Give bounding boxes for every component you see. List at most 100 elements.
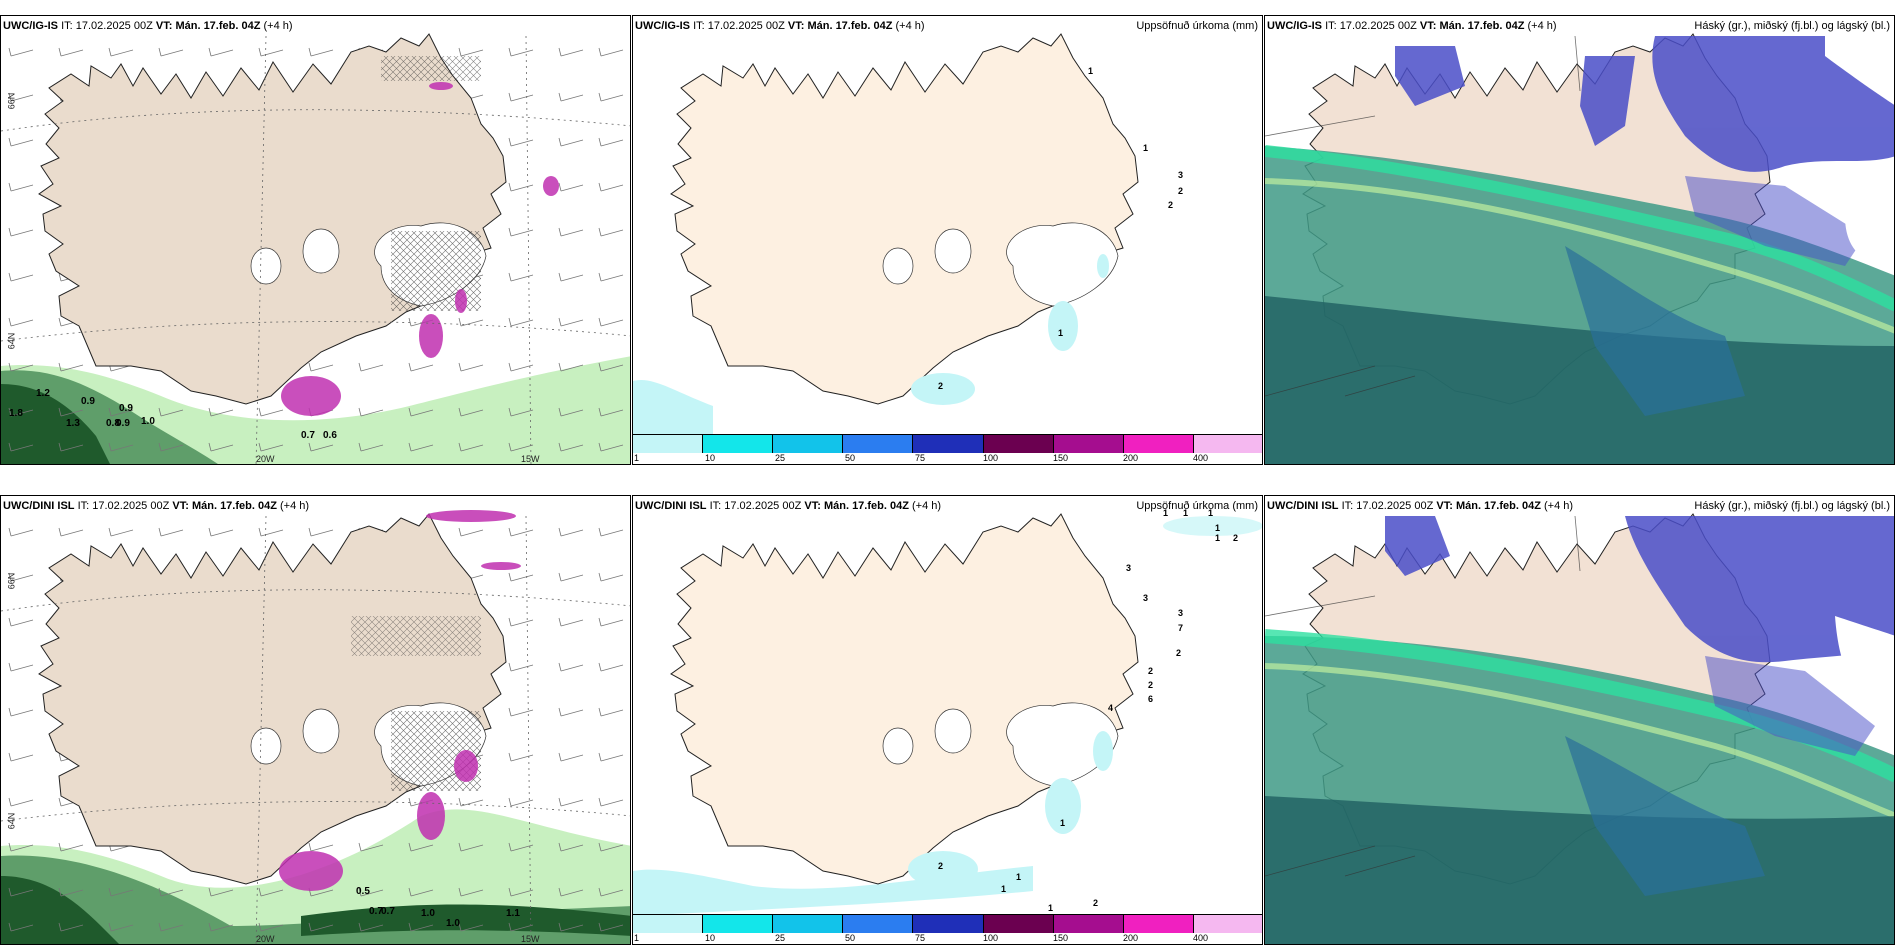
panel-title: Háský (gr.), miðský (fj.bl.) og lágský (… bbox=[1694, 500, 1890, 512]
svg-text:1: 1 bbox=[1163, 508, 1168, 518]
colorbar-tick: 200 bbox=[1123, 453, 1139, 463]
colorbar-swatch bbox=[1193, 915, 1262, 933]
colorbar-swatch bbox=[703, 915, 774, 933]
svg-text:0.7: 0.7 bbox=[301, 430, 315, 441]
colorbar-swatch bbox=[1123, 915, 1194, 933]
svg-text:0.7: 0.7 bbox=[381, 906, 395, 917]
svg-text:1: 1 bbox=[1215, 523, 1220, 533]
svg-text:3: 3 bbox=[1178, 608, 1183, 618]
svg-text:2: 2 bbox=[1178, 186, 1183, 196]
wind-precip-map: 0.5 0.7 0.7 1.0 1.0 1.1 bbox=[1, 496, 630, 944]
colorbar-swatch bbox=[773, 915, 844, 933]
svg-text:2: 2 bbox=[938, 861, 943, 871]
wind-precip-panel-dini: 0.5 0.7 0.7 1.0 1.0 1.1 UWC/DINI ISL IT:… bbox=[0, 495, 631, 945]
lon-label: 20W bbox=[256, 454, 275, 464]
wind-precip-panel-igis: 1.2 0.9 0.9 1.8 1.3 0.8 0.9 1.0 0.7 0.6 … bbox=[0, 15, 631, 465]
svg-text:1: 1 bbox=[1060, 818, 1065, 828]
accum-precip-panel-dini: 1 1 1 1 1 2 3 3 3 7 2 2 2 6 4 1 2 1 1 1 … bbox=[632, 495, 1263, 945]
svg-text:0.8: 0.8 bbox=[106, 418, 120, 429]
svg-text:1: 1 bbox=[1183, 508, 1188, 518]
svg-text:1.3: 1.3 bbox=[66, 418, 80, 429]
colorbar-swatch bbox=[913, 435, 984, 453]
accum-precip-map: 1 1 3 2 2 1 2 bbox=[633, 16, 1262, 436]
panel-header: UWC/IG-IS IT: 17.02.2025 00Z VT: Mán. 17… bbox=[635, 20, 925, 32]
svg-text:0.9: 0.9 bbox=[116, 418, 130, 429]
svg-text:2: 2 bbox=[1176, 648, 1181, 658]
svg-text:1: 1 bbox=[1143, 143, 1148, 153]
svg-text:2: 2 bbox=[1093, 898, 1098, 908]
panel-header: UWC/IG-IS IT: 17.02.2025 00Z VT: Mán. 17… bbox=[3, 20, 293, 32]
svg-text:0.9: 0.9 bbox=[119, 403, 133, 414]
panel-header: UWC/DINI ISL IT: 17.02.2025 00Z VT: Mán.… bbox=[3, 500, 310, 512]
colorbar-swatch bbox=[1193, 435, 1262, 453]
svg-text:7: 7 bbox=[1178, 623, 1183, 633]
colorbar-tick: 50 bbox=[845, 933, 856, 943]
panel-title: Uppsöfnuð úrkoma (mm) bbox=[1136, 20, 1258, 32]
lat-label: 66N bbox=[6, 92, 17, 110]
colorbar: 1 10 25 50 75 100 150 200 400 bbox=[633, 914, 1262, 944]
lat-label: 66N bbox=[6, 572, 17, 590]
colorbar-tick: 25 bbox=[775, 933, 786, 943]
colorbar-tick: 400 bbox=[1193, 453, 1209, 463]
svg-text:1: 1 bbox=[1208, 508, 1213, 518]
colorbar-swatch bbox=[773, 435, 844, 453]
svg-text:3: 3 bbox=[1143, 593, 1148, 603]
heavy-precip bbox=[281, 82, 559, 416]
cloud-cover-map bbox=[1265, 496, 1894, 944]
lon-label: 15W bbox=[521, 454, 540, 464]
wind-precip-map: 1.2 0.9 0.9 1.8 1.3 0.8 0.9 1.0 0.7 0.6 bbox=[1, 16, 630, 464]
colorbar-tick: 200 bbox=[1123, 933, 1139, 943]
colorbar-tick: 100 bbox=[983, 933, 999, 943]
svg-text:0.7: 0.7 bbox=[369, 906, 383, 917]
colorbar-swatch bbox=[983, 915, 1054, 933]
colorbar: 1 10 25 50 75 100 150 200 400 bbox=[633, 434, 1262, 464]
svg-text:2: 2 bbox=[938, 381, 943, 391]
colorbar-tick: 1 bbox=[634, 453, 640, 463]
accum-labels: 1 1 3 2 2 1 2 bbox=[938, 66, 1183, 391]
panel-header: UWC/DINI ISL IT: 17.02.2025 00Z VT: Mán.… bbox=[1267, 500, 1574, 512]
colorbar-tick: 100 bbox=[983, 453, 999, 463]
svg-text:1.8: 1.8 bbox=[9, 408, 23, 419]
panel-title: Háský (gr.), miðský (fj.bl.) og lágský (… bbox=[1694, 20, 1890, 32]
colorbar-swatch bbox=[633, 915, 704, 933]
colorbar-tick: 25 bbox=[775, 453, 786, 463]
svg-text:1.2: 1.2 bbox=[36, 388, 50, 399]
svg-text:2: 2 bbox=[1148, 680, 1153, 690]
cloud-cover-panel-dini: UWC/DINI ISL IT: 17.02.2025 00Z VT: Mán.… bbox=[1264, 495, 1895, 945]
colorbar-tick: 75 bbox=[915, 933, 926, 943]
colorbar-swatch bbox=[1123, 435, 1194, 453]
svg-text:0.9: 0.9 bbox=[81, 396, 95, 407]
colorbar-tick: 75 bbox=[915, 453, 926, 463]
lon-label: 20W bbox=[256, 934, 275, 944]
colorbar-swatch bbox=[913, 915, 984, 933]
colorbar-swatch bbox=[843, 915, 914, 933]
cloud-cover-map bbox=[1265, 16, 1894, 464]
colorbar-tick: 10 bbox=[705, 933, 716, 943]
svg-text:1: 1 bbox=[1016, 872, 1021, 882]
lat-label: 64N bbox=[6, 332, 17, 350]
colorbar-swatch bbox=[633, 435, 704, 453]
svg-text:1.0: 1.0 bbox=[141, 416, 155, 427]
panel-header: UWC/IG-IS IT: 17.02.2025 00Z VT: Mán. 17… bbox=[1267, 20, 1557, 32]
panel-title: Uppsöfnuð úrkoma (mm) bbox=[1136, 500, 1258, 512]
svg-text:3: 3 bbox=[1178, 170, 1183, 180]
cloud-cover-panel-igis: UWC/IG-IS IT: 17.02.2025 00Z VT: Mán. 17… bbox=[1264, 15, 1895, 465]
high-cloud-blue bbox=[1395, 36, 1894, 266]
svg-text:1: 1 bbox=[1048, 903, 1053, 913]
colorbar-tick: 150 bbox=[1053, 453, 1069, 463]
accum-precip-map: 1 1 1 1 1 2 3 3 3 7 2 2 2 6 4 1 2 1 1 1 … bbox=[633, 496, 1262, 916]
colorbar-swatch bbox=[1053, 915, 1124, 933]
svg-text:1.0: 1.0 bbox=[446, 918, 460, 929]
colorbar-tick: 400 bbox=[1193, 933, 1209, 943]
svg-text:6: 6 bbox=[1148, 694, 1153, 704]
colorbar-swatch bbox=[1053, 435, 1124, 453]
svg-text:1: 1 bbox=[1088, 66, 1093, 76]
colorbar-tick: 1 bbox=[634, 933, 640, 943]
panel-header: UWC/DINI ISL IT: 17.02.2025 00Z VT: Mán.… bbox=[635, 500, 942, 512]
svg-text:2: 2 bbox=[1233, 533, 1238, 543]
svg-text:3: 3 bbox=[1126, 563, 1131, 573]
svg-text:1: 1 bbox=[1001, 884, 1006, 894]
colorbar-tick: 150 bbox=[1053, 933, 1069, 943]
lat-label: 64N bbox=[6, 812, 17, 830]
svg-text:1.0: 1.0 bbox=[421, 908, 435, 919]
